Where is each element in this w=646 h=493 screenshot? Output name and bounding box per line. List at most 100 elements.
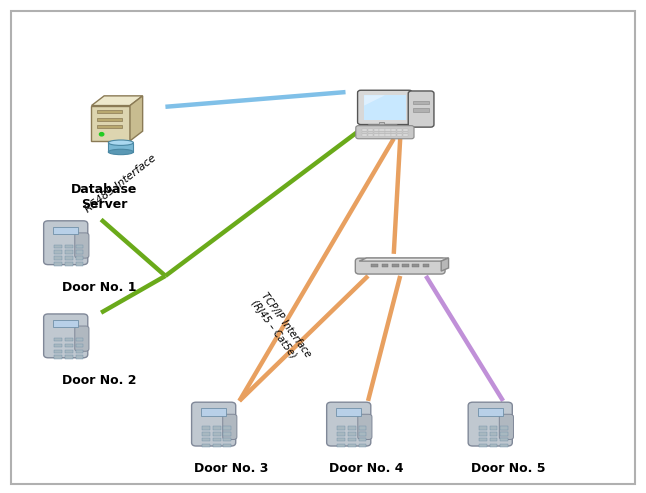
FancyBboxPatch shape bbox=[75, 233, 89, 258]
Bar bbox=[403, 132, 408, 134]
FancyBboxPatch shape bbox=[358, 90, 412, 125]
Bar bbox=[65, 350, 73, 353]
Bar bbox=[65, 250, 73, 254]
Bar bbox=[373, 132, 379, 134]
Bar bbox=[76, 355, 83, 359]
Bar bbox=[348, 426, 356, 430]
Ellipse shape bbox=[48, 260, 87, 264]
Bar bbox=[213, 444, 221, 447]
Bar bbox=[500, 432, 508, 436]
FancyBboxPatch shape bbox=[44, 314, 88, 358]
Bar bbox=[76, 256, 83, 260]
Bar bbox=[96, 110, 122, 113]
Circle shape bbox=[99, 133, 104, 136]
Bar bbox=[65, 262, 73, 266]
Bar bbox=[371, 264, 378, 267]
Text: Door No. 5: Door No. 5 bbox=[471, 462, 545, 475]
Bar bbox=[65, 245, 73, 248]
FancyBboxPatch shape bbox=[327, 402, 371, 446]
Bar bbox=[391, 132, 397, 134]
FancyBboxPatch shape bbox=[358, 414, 372, 439]
Bar bbox=[53, 320, 78, 327]
Bar bbox=[373, 134, 379, 136]
Bar bbox=[413, 108, 429, 112]
Bar bbox=[368, 134, 373, 136]
Bar bbox=[65, 256, 73, 260]
Bar bbox=[76, 338, 83, 342]
Bar bbox=[397, 134, 402, 136]
FancyBboxPatch shape bbox=[355, 258, 445, 274]
Bar bbox=[413, 264, 419, 267]
Bar bbox=[54, 250, 62, 254]
Bar bbox=[54, 245, 62, 248]
Bar bbox=[337, 438, 345, 441]
Bar bbox=[224, 438, 231, 441]
Bar bbox=[391, 134, 397, 136]
Bar bbox=[65, 338, 73, 342]
Ellipse shape bbox=[473, 441, 512, 446]
Bar bbox=[213, 438, 221, 441]
Bar bbox=[386, 134, 391, 136]
Bar bbox=[336, 408, 361, 416]
Bar bbox=[386, 130, 391, 131]
Text: RS485 Interface: RS485 Interface bbox=[83, 153, 158, 214]
Bar bbox=[359, 426, 366, 430]
Bar bbox=[382, 264, 388, 267]
FancyBboxPatch shape bbox=[44, 221, 88, 265]
Bar bbox=[76, 250, 83, 254]
FancyBboxPatch shape bbox=[468, 402, 512, 446]
Bar bbox=[202, 426, 210, 430]
Bar bbox=[348, 432, 356, 436]
FancyBboxPatch shape bbox=[356, 126, 414, 139]
Bar bbox=[422, 264, 430, 267]
Ellipse shape bbox=[48, 353, 87, 357]
Bar bbox=[379, 122, 384, 127]
Ellipse shape bbox=[196, 441, 234, 446]
Bar bbox=[54, 256, 62, 260]
Bar bbox=[54, 338, 62, 342]
Bar bbox=[337, 444, 345, 447]
Text: Door No. 3: Door No. 3 bbox=[194, 462, 269, 475]
Bar bbox=[362, 132, 367, 134]
Ellipse shape bbox=[109, 140, 134, 145]
Bar bbox=[479, 426, 486, 430]
Bar bbox=[65, 344, 73, 348]
Bar bbox=[348, 444, 356, 447]
Bar bbox=[54, 355, 62, 359]
Bar bbox=[379, 134, 384, 136]
Bar bbox=[65, 355, 73, 359]
Bar bbox=[368, 132, 373, 134]
Bar bbox=[348, 438, 356, 441]
Bar bbox=[224, 426, 231, 430]
Text: Door No. 2: Door No. 2 bbox=[62, 374, 136, 387]
Polygon shape bbox=[364, 95, 385, 106]
Bar bbox=[413, 101, 429, 105]
Bar bbox=[500, 438, 508, 441]
Bar bbox=[337, 432, 345, 436]
Bar bbox=[392, 264, 399, 267]
Ellipse shape bbox=[331, 441, 370, 446]
Bar bbox=[213, 432, 221, 436]
Bar bbox=[397, 130, 402, 131]
Bar bbox=[201, 408, 226, 416]
Ellipse shape bbox=[109, 149, 134, 155]
Bar bbox=[96, 125, 122, 128]
Bar bbox=[359, 438, 366, 441]
Bar bbox=[224, 432, 231, 436]
FancyBboxPatch shape bbox=[368, 125, 398, 130]
Text: Database
Server: Database Server bbox=[71, 183, 138, 211]
FancyBboxPatch shape bbox=[92, 106, 130, 141]
Bar bbox=[403, 134, 408, 136]
FancyBboxPatch shape bbox=[192, 402, 236, 446]
Bar bbox=[373, 130, 379, 131]
FancyBboxPatch shape bbox=[75, 326, 89, 351]
Bar bbox=[403, 130, 408, 131]
FancyBboxPatch shape bbox=[499, 414, 514, 439]
Bar bbox=[53, 227, 78, 234]
Bar bbox=[96, 118, 122, 121]
Bar bbox=[364, 95, 406, 119]
Text: Door No. 1: Door No. 1 bbox=[62, 281, 136, 294]
FancyBboxPatch shape bbox=[11, 11, 635, 484]
Bar bbox=[391, 130, 397, 131]
Bar bbox=[362, 134, 367, 136]
